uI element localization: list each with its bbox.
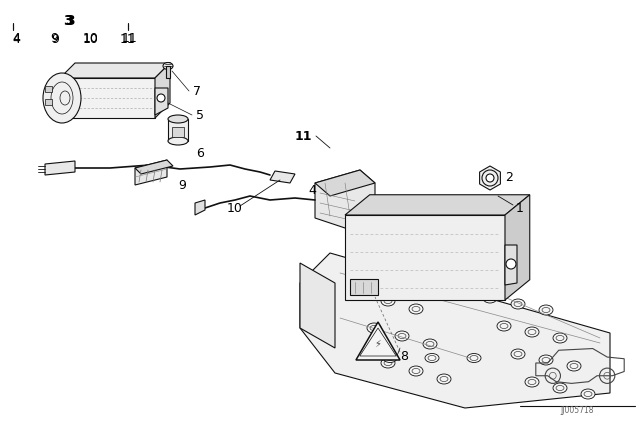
Ellipse shape <box>539 305 553 315</box>
Text: JJ005718: JJ005718 <box>560 406 594 415</box>
Text: 2: 2 <box>505 171 513 184</box>
Ellipse shape <box>381 296 395 306</box>
Polygon shape <box>166 66 170 78</box>
Ellipse shape <box>163 63 173 69</box>
Polygon shape <box>345 195 530 215</box>
Polygon shape <box>356 322 400 360</box>
Ellipse shape <box>467 353 481 362</box>
Polygon shape <box>479 166 500 190</box>
Text: 4: 4 <box>308 184 316 197</box>
Polygon shape <box>135 160 167 185</box>
Text: 9: 9 <box>51 33 59 46</box>
Text: 6: 6 <box>196 146 204 159</box>
Ellipse shape <box>581 389 595 399</box>
Text: 5: 5 <box>196 108 204 121</box>
Ellipse shape <box>525 327 539 337</box>
Ellipse shape <box>409 304 423 314</box>
Polygon shape <box>155 63 170 118</box>
Polygon shape <box>300 253 610 408</box>
Text: 3: 3 <box>65 14 75 28</box>
Ellipse shape <box>553 333 567 343</box>
Circle shape <box>506 259 516 269</box>
Ellipse shape <box>553 383 567 393</box>
Polygon shape <box>345 215 505 300</box>
Polygon shape <box>505 245 517 285</box>
Ellipse shape <box>409 366 423 376</box>
Polygon shape <box>315 170 375 233</box>
Ellipse shape <box>511 349 525 359</box>
Text: 4: 4 <box>12 33 20 46</box>
Ellipse shape <box>353 288 367 298</box>
Text: 7: 7 <box>193 85 201 98</box>
Text: 9: 9 <box>178 178 186 191</box>
Polygon shape <box>270 171 295 183</box>
Polygon shape <box>350 279 378 295</box>
Ellipse shape <box>367 323 381 333</box>
Ellipse shape <box>511 299 525 309</box>
Polygon shape <box>300 263 335 348</box>
Text: 10: 10 <box>83 31 99 44</box>
Polygon shape <box>195 200 205 215</box>
Polygon shape <box>60 78 155 118</box>
Ellipse shape <box>423 339 437 349</box>
Text: 3: 3 <box>63 14 73 28</box>
Ellipse shape <box>483 293 497 303</box>
Ellipse shape <box>497 321 511 331</box>
Ellipse shape <box>168 115 188 123</box>
Ellipse shape <box>567 361 581 371</box>
Text: ⚡: ⚡ <box>374 339 381 349</box>
Circle shape <box>486 174 494 182</box>
Text: 11: 11 <box>122 31 138 44</box>
Polygon shape <box>45 161 75 175</box>
Ellipse shape <box>43 73 81 123</box>
Circle shape <box>157 94 165 102</box>
Ellipse shape <box>425 353 439 362</box>
Text: 9: 9 <box>50 31 58 44</box>
Text: 1: 1 <box>516 202 524 215</box>
Ellipse shape <box>383 353 397 362</box>
Polygon shape <box>45 86 52 92</box>
Ellipse shape <box>539 355 553 365</box>
Polygon shape <box>172 127 184 137</box>
Ellipse shape <box>437 374 451 384</box>
Text: 11: 11 <box>120 33 136 46</box>
Polygon shape <box>505 195 530 300</box>
Text: 11: 11 <box>295 129 312 142</box>
Polygon shape <box>135 160 173 174</box>
Ellipse shape <box>525 377 539 387</box>
Polygon shape <box>60 63 170 78</box>
Text: 10: 10 <box>227 202 243 215</box>
Polygon shape <box>168 119 188 141</box>
Ellipse shape <box>395 331 409 341</box>
Text: 8: 8 <box>400 349 408 362</box>
Polygon shape <box>315 170 375 196</box>
Ellipse shape <box>168 137 188 145</box>
Polygon shape <box>45 99 52 105</box>
Text: 4: 4 <box>12 31 20 44</box>
Text: 10: 10 <box>83 33 99 46</box>
Polygon shape <box>155 88 168 115</box>
Ellipse shape <box>381 358 395 368</box>
